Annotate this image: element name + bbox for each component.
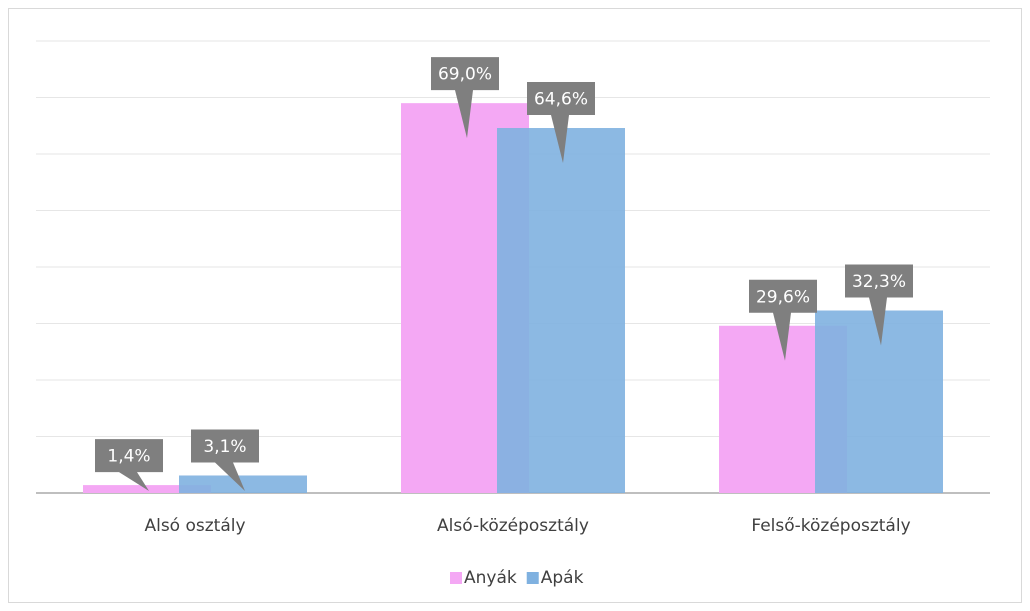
data-label-text: 29,6%: [756, 287, 810, 307]
legend-swatch: [526, 572, 539, 584]
legend-label: Apák: [541, 568, 584, 588]
data-label-text: 69,0%: [438, 65, 492, 85]
data-label: 64,6%: [527, 82, 595, 164]
label-callout: [527, 82, 595, 164]
data-label: 32,3%: [845, 264, 913, 346]
label-callout: [191, 429, 259, 491]
data-label-text: 32,3%: [852, 272, 906, 292]
data-label: 29,6%: [749, 279, 817, 361]
legend-swatch: [450, 572, 462, 584]
data-label: 3,1%: [191, 429, 259, 491]
bar: [815, 310, 943, 493]
label-callout: [431, 57, 499, 139]
label-callout: [845, 264, 913, 346]
label-callout: [749, 279, 817, 361]
x-tick-label: Alsó-középosztály: [437, 516, 589, 536]
data-label: 1,4%: [95, 439, 163, 491]
data-label-text: 3,1%: [203, 437, 246, 457]
x-tick-label: Alsó osztály: [144, 516, 245, 536]
data-label-text: 1,4%: [107, 447, 150, 467]
label-callout: [95, 439, 163, 491]
data-label-text: 64,6%: [534, 90, 588, 110]
bar: [179, 475, 307, 493]
data-label: 69,0%: [431, 57, 499, 139]
legend-label: Anyák: [464, 568, 517, 588]
bar: [497, 128, 625, 493]
x-tick-label: Felső-középosztály: [751, 516, 910, 536]
